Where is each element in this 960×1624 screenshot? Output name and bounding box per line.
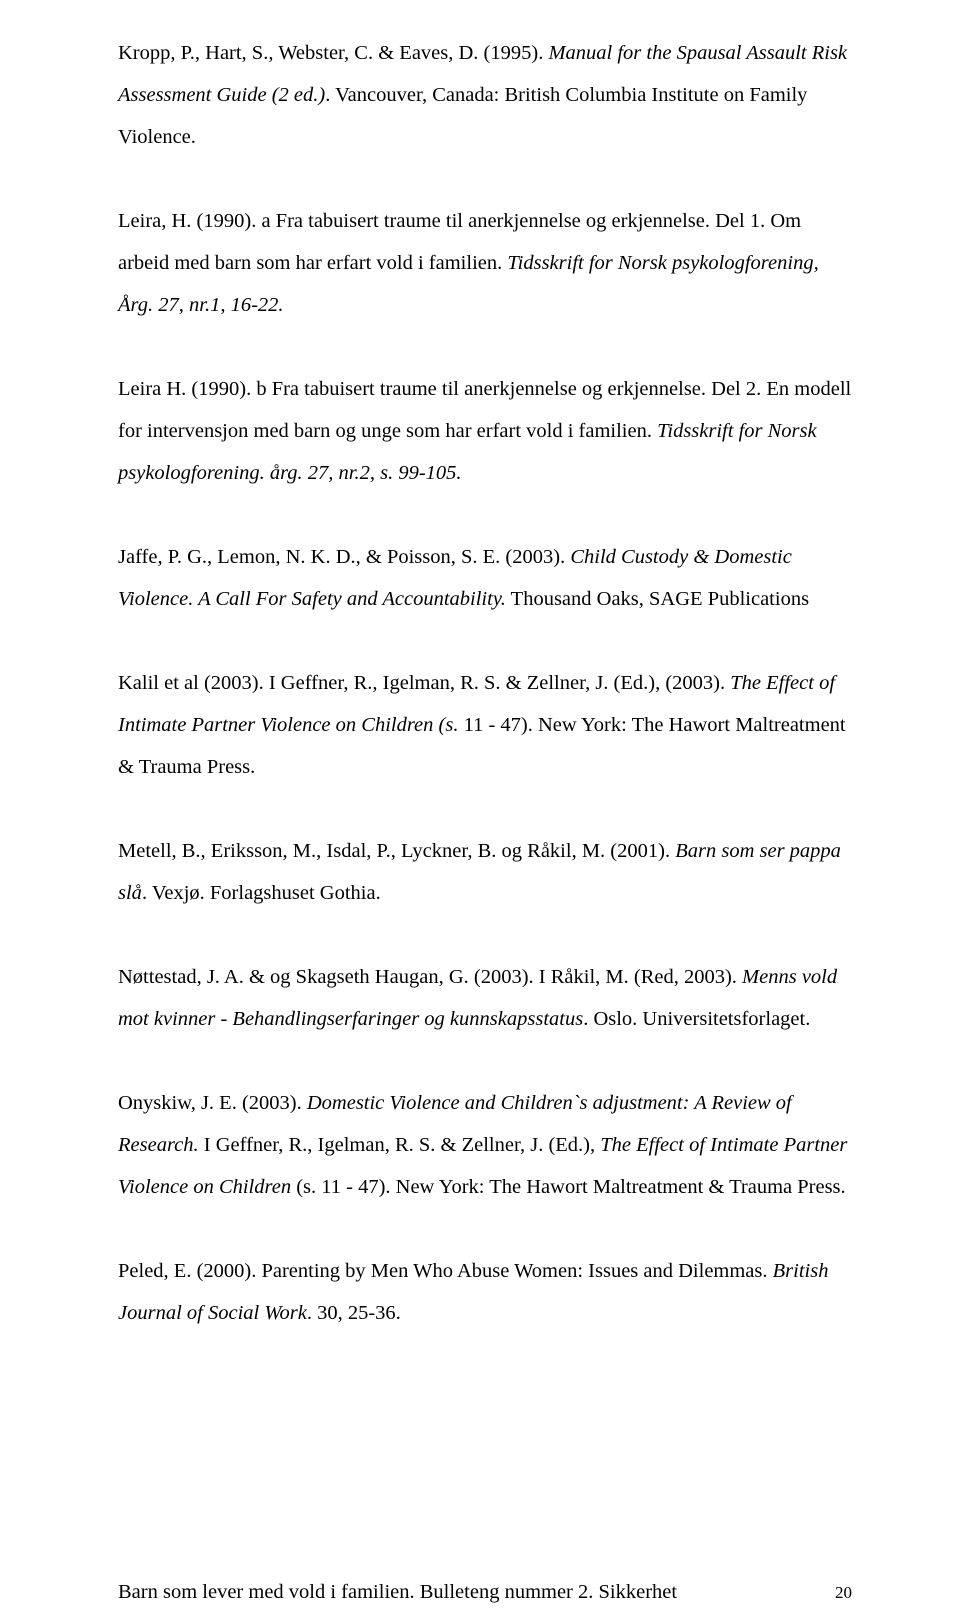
ref-text: Onyskiw, J. E. (2003). [118, 1092, 307, 1114]
ref-text: Kalil et al (2003). I Geffner, R., Igelm… [118, 672, 730, 694]
ref-text: I Geffner, R., Igelman, R. S. & Zellner,… [199, 1134, 601, 1156]
reference-entry: Leira H. (1990). b Fra tabuisert traume … [118, 368, 852, 494]
document-page: Kropp, P., Hart, S., Webster, C. & Eaves… [0, 0, 960, 1624]
ref-text: Kropp, P., Hart, S., Webster, C. & Eaves… [118, 42, 548, 64]
ref-text: . Vexjø. Forlagshuset Gothia. [142, 882, 381, 904]
reference-entry: Jaffe, P. G., Lemon, N. K. D., & Poisson… [118, 536, 852, 620]
ref-text: Jaffe, P. G., Lemon, N. K. D., & Poisson… [118, 546, 570, 568]
ref-text: . Oslo. Universitetsforlaget. [583, 1008, 810, 1030]
ref-text: Metell, B., Eriksson, M., Isdal, P., Lyc… [118, 840, 675, 862]
ref-text: Nøttestad, J. A. & og Skagseth Haugan, G… [118, 966, 742, 988]
page-number: 20 [835, 1583, 852, 1603]
reference-entry: Kalil et al (2003). I Geffner, R., Igelm… [118, 662, 852, 788]
ref-text: Peled, E. (2000). Parenting by Men Who A… [118, 1260, 773, 1282]
ref-text: . 30, 25-36. [307, 1302, 401, 1324]
ref-text: (s. 11 - 47). New York: The Hawort Maltr… [291, 1176, 846, 1198]
ref-text: Thousand Oaks, SAGE Publications [506, 588, 809, 610]
reference-entry: Metell, B., Eriksson, M., Isdal, P., Lyc… [118, 830, 852, 914]
footer-text: Barn som lever med vold i familien. Bull… [118, 1581, 677, 1604]
page-footer: Barn som lever med vold i familien. Bull… [118, 1581, 852, 1604]
reference-entry: Leira, H. (1990). a Fra tabuisert traume… [118, 200, 852, 326]
reference-entry: Nøttestad, J. A. & og Skagseth Haugan, G… [118, 956, 852, 1040]
reference-entry: Onyskiw, J. E. (2003). Domestic Violence… [118, 1082, 852, 1208]
reference-entry: Peled, E. (2000). Parenting by Men Who A… [118, 1250, 852, 1334]
reference-entry: Kropp, P., Hart, S., Webster, C. & Eaves… [118, 32, 852, 158]
